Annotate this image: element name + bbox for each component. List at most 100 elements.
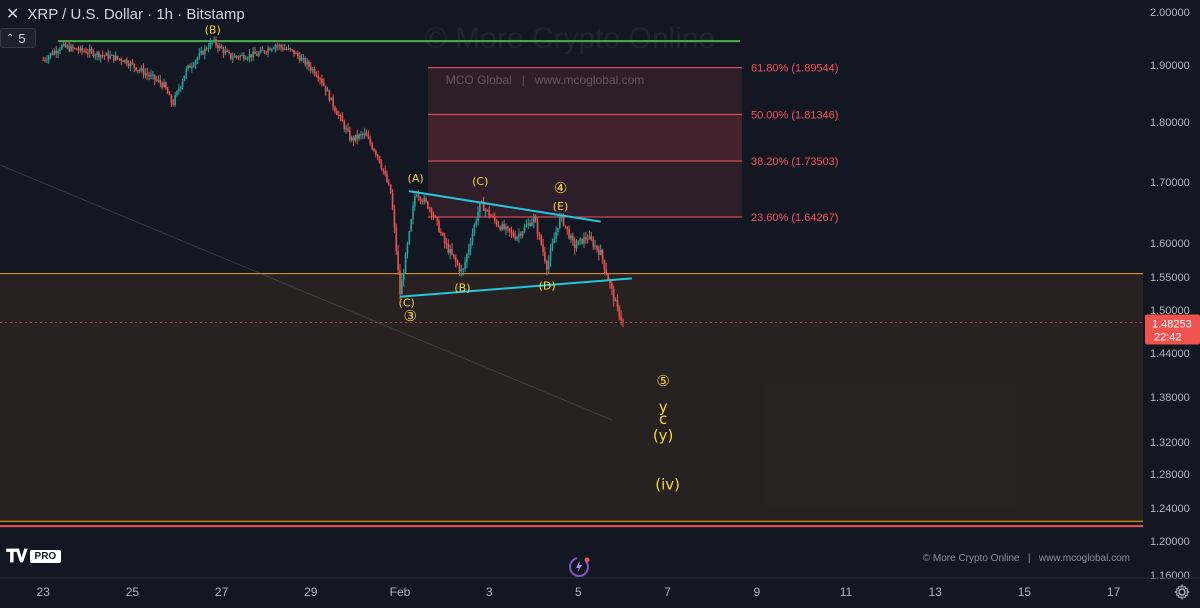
candle-body — [503, 224, 505, 229]
candle-body — [165, 82, 167, 89]
fib-level-label: 23.60% (1.64267) — [751, 212, 838, 224]
candle-body — [96, 52, 98, 56]
candle-body — [73, 48, 76, 50]
candle-body — [280, 45, 282, 48]
price-tick-label: 1.90000 — [1150, 60, 1190, 72]
candle-body — [111, 55, 113, 57]
interval-selector[interactable]: ⌃ 5 — [0, 28, 36, 48]
candle-body — [192, 64, 195, 67]
candle-body — [441, 233, 444, 236]
candle-body — [246, 57, 249, 59]
candle-body — [495, 220, 498, 225]
candle-body — [393, 208, 396, 228]
candle-body — [113, 55, 115, 61]
symbol-header[interactable]: ✕ XRP / U.S. Dollar · 1h · Bitstamp — [6, 4, 245, 24]
time-axis[interactable] — [0, 578, 1145, 608]
candle-body — [324, 85, 327, 92]
last-price-badge — [1145, 314, 1200, 345]
triangle-upper-line — [408, 190, 601, 223]
candle-body — [573, 240, 576, 248]
candle-body — [55, 51, 58, 53]
candle-body — [85, 51, 87, 54]
candle-body — [462, 268, 464, 270]
candle-body — [490, 215, 492, 217]
candle-body — [49, 53, 52, 57]
candle-body — [360, 134, 362, 136]
candle-body — [551, 243, 554, 250]
candle-body — [270, 48, 273, 51]
candle-body — [430, 208, 433, 215]
candle-body — [276, 45, 279, 47]
candle-body — [127, 64, 130, 66]
candle-body — [436, 216, 438, 221]
replay-spark-icon[interactable] — [566, 555, 592, 579]
candle-body — [235, 55, 238, 57]
candle-body — [209, 41, 212, 48]
candle-body — [163, 82, 165, 88]
candle-body — [347, 128, 349, 131]
candle-body — [499, 226, 502, 230]
candle-body — [302, 58, 305, 60]
candle-body — [512, 232, 515, 237]
candle-body — [296, 52, 299, 57]
candle-body — [116, 55, 119, 59]
chevron-up-icon: ⌃ — [6, 32, 15, 44]
candle-body — [547, 260, 550, 270]
candle-body — [395, 227, 398, 252]
candle-body — [148, 74, 150, 77]
candle-body — [581, 238, 583, 244]
price-tick-label: 1.60000 — [1150, 238, 1190, 250]
candle-body — [191, 66, 193, 68]
candle-body — [109, 55, 111, 59]
candle-body — [326, 90, 329, 92]
candle-body — [447, 244, 450, 253]
candle-body — [155, 79, 158, 81]
candle-body — [397, 251, 399, 270]
candle-body — [493, 216, 496, 221]
fib-zone — [428, 160, 742, 217]
candle-body — [577, 240, 580, 246]
candle-body — [313, 69, 316, 75]
candle-body — [220, 45, 223, 49]
candle-body — [257, 52, 260, 56]
candle-body — [579, 238, 582, 241]
candle-body — [278, 45, 281, 47]
wave-label: (D) — [539, 280, 556, 293]
candle-body — [603, 259, 606, 270]
candle-body — [183, 75, 186, 81]
candle-body — [375, 151, 377, 155]
symbol-title[interactable]: XRP / U.S. Dollar · 1h · Bitstamp — [27, 5, 245, 23]
settings-gear-icon[interactable] — [1174, 584, 1190, 600]
candle-body — [107, 53, 110, 59]
price-tick-label: 1.80000 — [1150, 117, 1190, 129]
candle-body — [224, 50, 227, 54]
candle-body — [438, 220, 440, 233]
date-tick-label: 9 — [753, 585, 760, 599]
tradingview-logo[interactable]: 𝐓𝐕 PRO — [6, 546, 62, 567]
price-axis[interactable] — [1145, 0, 1200, 608]
candle-body — [142, 68, 145, 75]
candle-body — [371, 143, 373, 149]
collapse-icon[interactable]: ✕ — [6, 6, 20, 23]
candle-body — [274, 45, 277, 49]
candle-body — [466, 254, 468, 263]
candle-body — [46, 59, 48, 61]
candle-body — [514, 236, 517, 240]
candle-body — [133, 63, 136, 68]
candle-body — [568, 229, 570, 239]
candle-body — [185, 68, 188, 76]
candle-body — [415, 195, 418, 197]
wave-label: c — [659, 410, 667, 428]
candle-body — [352, 137, 355, 141]
candle-body — [153, 74, 156, 80]
candle-body — [321, 78, 323, 83]
candle-body — [408, 231, 411, 244]
candle-body — [118, 58, 121, 60]
candle-body — [250, 54, 253, 58]
candle-body — [243, 54, 245, 59]
candle-body — [103, 55, 106, 57]
triangle-lower-line — [399, 277, 632, 298]
price-tick-label: 2.00000 — [1150, 7, 1190, 19]
candle-body — [198, 53, 201, 58]
